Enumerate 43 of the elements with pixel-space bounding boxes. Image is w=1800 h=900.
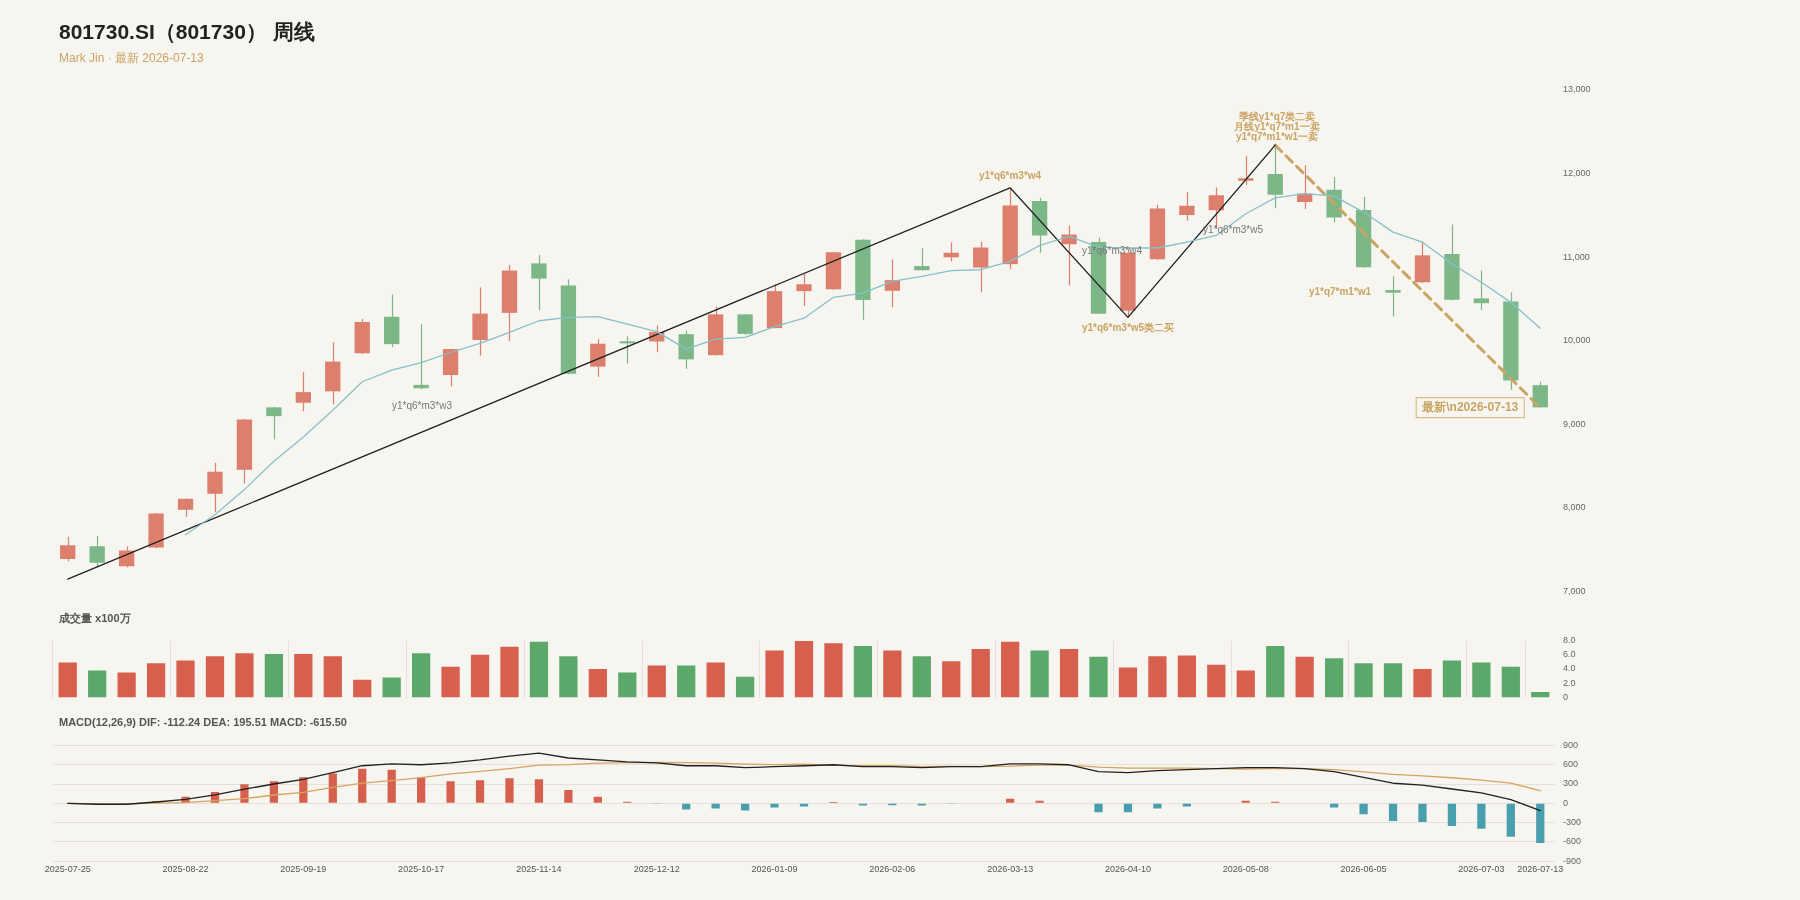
x-tick-label: 2025-12-12: [633, 864, 680, 875]
y-tick-label: 600: [1563, 759, 1579, 770]
y-tick-label: -900: [1563, 855, 1582, 866]
y-tick-label: -600: [1563, 836, 1582, 847]
x-tick-label: 2025-11-14: [516, 864, 562, 875]
x-tick-label: 2025-09-19: [280, 864, 327, 875]
chart-subtitle: Mark Jin · 最新 2026-07-13: [59, 50, 204, 67]
chart-title: 成交量 x100万: [59, 611, 131, 626]
annotation: 季线y1*q7类二卖: [1237, 110, 1316, 122]
y-tick-label: 10,000: [1563, 335, 1591, 346]
x-tick-label: 2026-06-05: [1340, 864, 1387, 875]
x-tick-label: 2026-03-13: [987, 864, 1034, 875]
y-tick-label: 7,000: [1563, 586, 1586, 597]
annotation: 最新\n2026-07-13: [1421, 399, 1519, 414]
y-tick-label: 13,000: [1563, 84, 1591, 95]
y-tick-label: 8,000: [1563, 502, 1586, 513]
y-tick-label: 8.0: [1563, 634, 1576, 645]
annotation: y1*q6*m3*w3: [391, 399, 453, 411]
y-tick-label: 6.0: [1563, 649, 1576, 660]
chart-title: 801730.SI（801730） 周线: [59, 19, 315, 45]
x-tick-label: 2026-02-06: [869, 864, 916, 875]
annotation: y1*q6*m3*w5类二买: [1081, 321, 1175, 333]
x-tick-label: 2025-10-17: [398, 864, 445, 875]
y-tick-label: 0: [1563, 797, 1569, 808]
y-tick-label: -300: [1563, 817, 1582, 828]
y-tick-label: 300: [1563, 778, 1579, 789]
annotation: y1*q6*m3*w4: [978, 169, 1042, 181]
x-tick-label: 2026-07-13: [1517, 864, 1564, 875]
y-tick-label: 11,000: [1563, 251, 1590, 262]
y-tick-label: 900: [1563, 739, 1579, 750]
x-tick-label: 2025-07-25: [44, 864, 91, 875]
annotation: y1*q7*m1*w1: [1308, 285, 1372, 297]
x-tick-label: 2026-07-03: [1458, 864, 1505, 875]
x-tick-label: 2026-04-10: [1104, 864, 1151, 875]
x-tick-label: 2026-05-08: [1222, 864, 1269, 875]
y-tick-label: 2.0: [1563, 677, 1576, 688]
y-tick-label: 0: [1563, 692, 1569, 703]
y-tick-label: 9,000: [1563, 418, 1586, 429]
chart-title: MACD(12,26,9) DIF: -112.24 DEA: 195.51 MACD: -615.50: [59, 716, 347, 728]
y-tick-label: 12,000: [1563, 168, 1591, 179]
x-tick-label: 2026-01-09: [751, 864, 798, 875]
x-tick-label: 2025-08-22: [162, 864, 209, 875]
y-tick-label: 4.0: [1563, 663, 1576, 674]
